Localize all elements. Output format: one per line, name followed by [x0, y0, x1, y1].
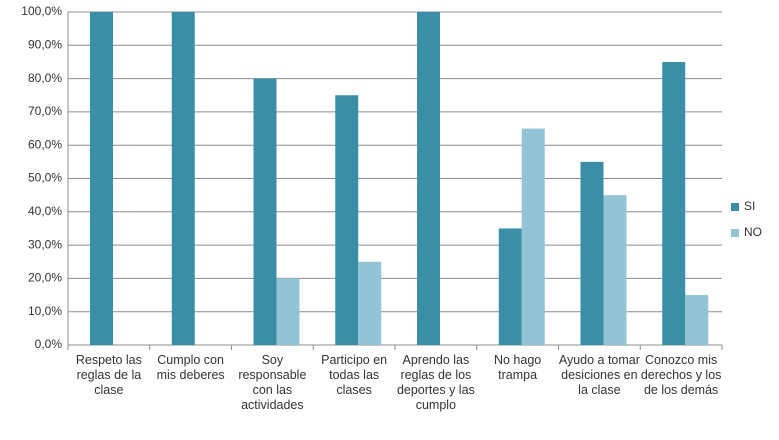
x-tick-label: Soy responsable con las actividades — [238, 353, 307, 412]
x-tick-label: Cumplo con mis deberes — [156, 353, 225, 382]
x-tick-label: Participo en todas las clases — [321, 353, 388, 397]
y-tick-label: 60,0% — [28, 137, 62, 151]
y-tick-label: 50,0% — [28, 171, 62, 185]
bar — [171, 12, 195, 345]
bar — [335, 95, 359, 345]
y-tick-label: 40,0% — [28, 204, 62, 218]
legend-label: SI — [744, 199, 755, 213]
x-tick-label: No hago trampa — [493, 353, 542, 382]
legend-swatch — [731, 203, 739, 211]
bar — [603, 195, 627, 345]
bar — [685, 295, 709, 345]
bar — [521, 128, 545, 345]
y-tick-label: 0,0% — [35, 337, 63, 351]
bar — [417, 12, 440, 345]
legend-swatch — [731, 229, 739, 237]
bar — [580, 161, 604, 345]
bar — [90, 12, 113, 345]
y-tick-label: 80,0% — [28, 71, 62, 85]
x-tick-label: Ayudo a tomar desiciones en la clase — [558, 353, 640, 397]
bar — [276, 278, 300, 345]
y-tick-label: 90,0% — [28, 37, 62, 51]
y-tick-label: 100,0% — [21, 4, 62, 18]
x-tick-label: Respeto las reglas de la clase — [75, 353, 142, 397]
bar — [498, 228, 522, 345]
x-tick-label: Aprendo las reglas de los deportes y las… — [396, 353, 475, 412]
y-tick-label: 20,0% — [28, 271, 62, 285]
bar — [253, 78, 277, 345]
bar — [662, 61, 686, 345]
y-tick-label: 70,0% — [28, 104, 62, 118]
legend-label: NO — [744, 225, 762, 239]
bar — [358, 261, 382, 345]
x-tick-label: Conozco mis derechos y los de los demás — [640, 353, 722, 397]
y-tick-label: 10,0% — [28, 304, 62, 318]
y-tick-label: 30,0% — [28, 237, 62, 251]
